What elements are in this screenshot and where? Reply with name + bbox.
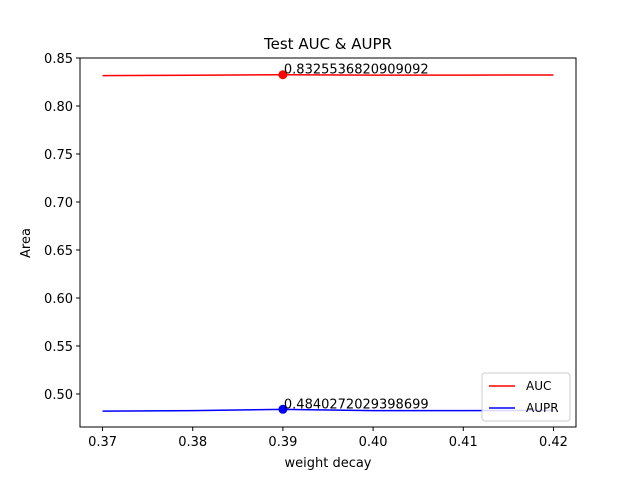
marker-auc [278, 70, 288, 80]
marker-aupr [278, 404, 288, 414]
annotation-aupr: 0.4840272029398699 [284, 397, 429, 412]
chart-title: Test AUC & AUPR [263, 35, 392, 53]
x-tick-label: 0.41 [449, 435, 478, 450]
x-tick-label: 0.38 [178, 435, 207, 450]
x-tick-label: 0.39 [268, 435, 297, 450]
annotation-auc: 0.8325536820909092 [284, 63, 429, 78]
y-tick-label: 0.85 [44, 52, 73, 67]
y-tick-label: 0.50 [44, 388, 73, 403]
x-axis-label: weight decay [284, 456, 371, 471]
legend-label-auc: AUC [526, 379, 551, 393]
x-tick-label: 0.40 [359, 435, 388, 450]
series-line-aupr [102, 408, 554, 412]
x-tick-label: 0.37 [88, 435, 117, 450]
plot-area: 0.8325536820909092 0.4840272029398699 0.37… [44, 52, 577, 450]
legend-box [481, 372, 571, 422]
y-axis-label: Area [19, 228, 34, 258]
y-tick-label: 0.80 [44, 100, 73, 115]
y-tick-label: 0.70 [44, 196, 73, 211]
series-line-auc [102, 73, 554, 77]
y-tick-label: 0.60 [44, 292, 73, 307]
y-tick-label: 0.75 [44, 148, 73, 163]
legend-label-aupr: AUPR [526, 401, 559, 415]
x-tick-label: 0.42 [539, 435, 568, 450]
y-tick-label: 0.55 [44, 340, 73, 355]
y-tick-label: 0.65 [44, 244, 73, 259]
plot-frame [79, 57, 577, 428]
